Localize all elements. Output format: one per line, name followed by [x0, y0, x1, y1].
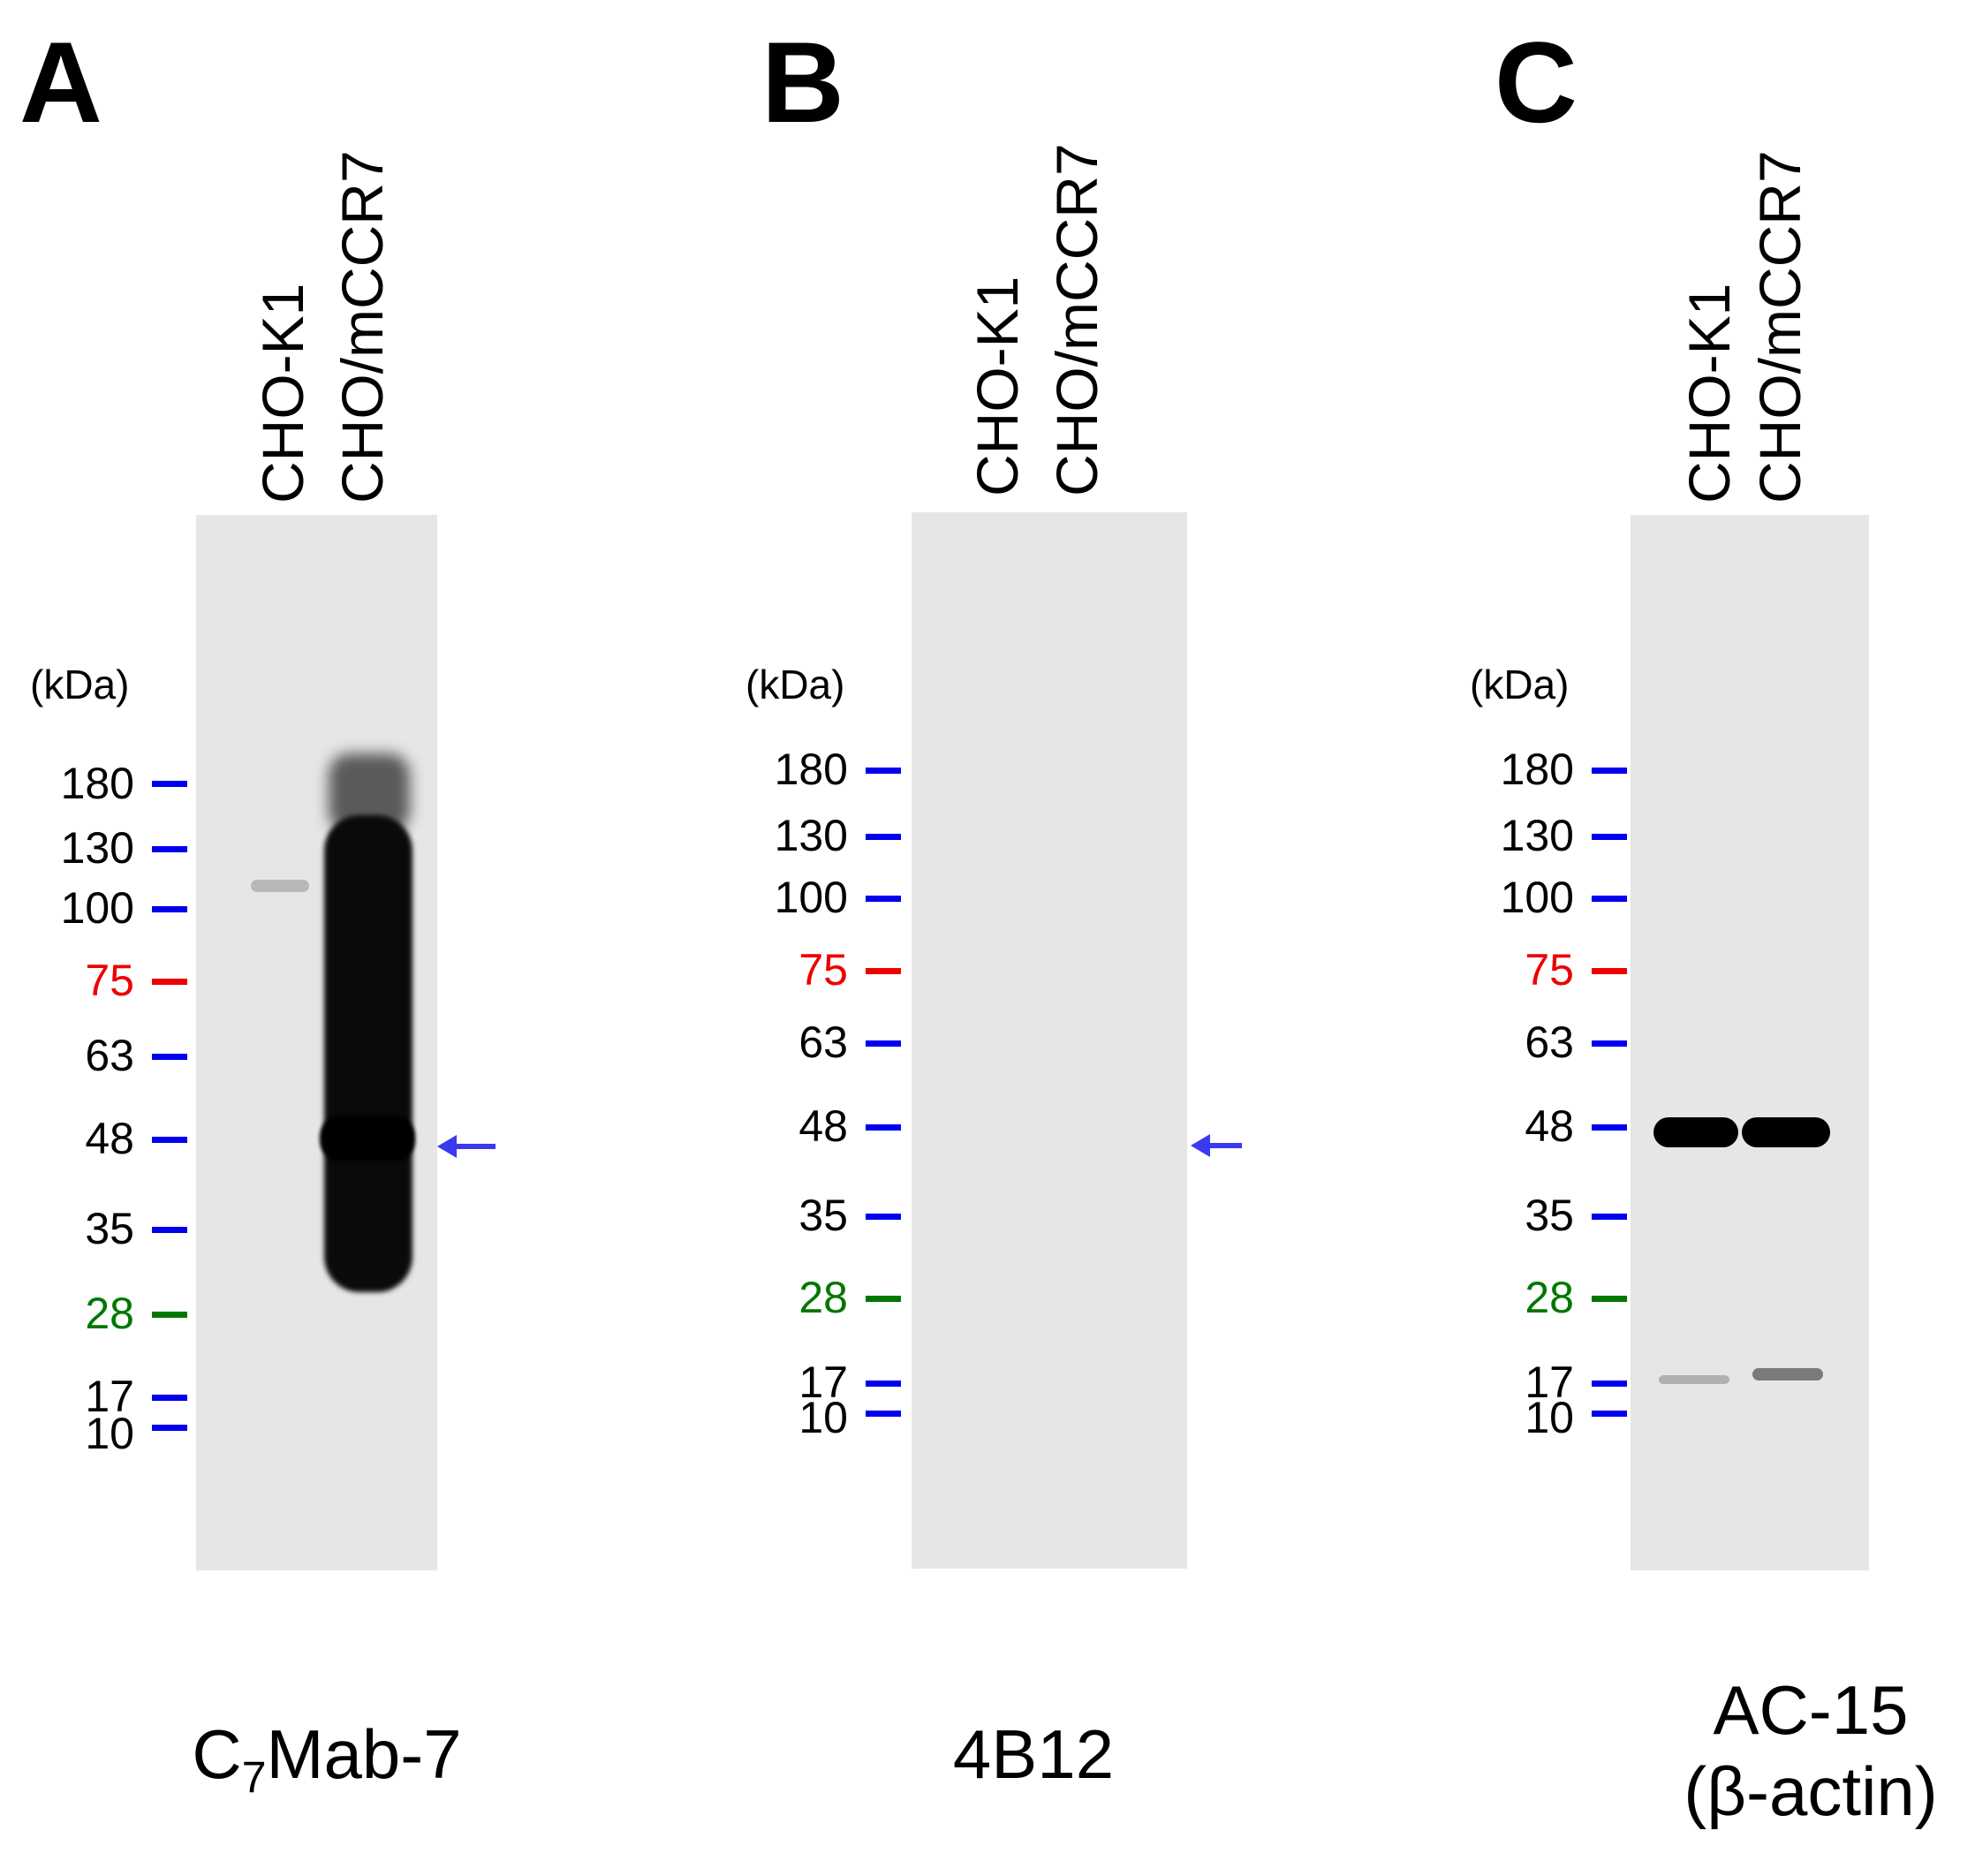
panel-c: C CHO-K1 CHO/mCCR7 (kDa) 180 130 100 75 …: [1431, 0, 1975, 1876]
kda-unit-label: (kDa): [745, 662, 845, 707]
marker-tick-28: [152, 1312, 187, 1318]
marker-label-75: 75: [1525, 945, 1574, 995]
marker-tick-75: [152, 979, 187, 985]
marker-tick-63: [152, 1054, 187, 1060]
lane-label-cho-mccr7: CHO/mCCR7: [1747, 150, 1812, 503]
marker-label-63: 63: [1525, 1017, 1574, 1067]
marker-label-35: 35: [798, 1191, 848, 1240]
arrow-left-icon: [1191, 1134, 1242, 1157]
marker-label-63: 63: [798, 1017, 848, 1067]
marker-tick-48: [866, 1124, 901, 1131]
marker-tick-63: [1592, 1040, 1627, 1047]
marker-label-180: 180: [1500, 745, 1574, 794]
marker-label-130: 130: [60, 823, 134, 873]
marker-label-10: 10: [1525, 1393, 1574, 1442]
marker-tick-100: [866, 896, 901, 902]
antibody-line-1: AC-15: [1713, 1671, 1909, 1749]
marker-tick-130: [866, 834, 901, 840]
blot-membrane: [1631, 515, 1869, 1570]
marker-label-48: 48: [798, 1101, 848, 1151]
antibody-label: C7Mab-7: [159, 1713, 495, 1804]
marker-label-180: 180: [60, 759, 134, 808]
marker-tick-63: [866, 1040, 901, 1047]
panel-letter: B: [761, 18, 844, 147]
marker-label-35: 35: [85, 1204, 134, 1253]
antibody-subscript: 7: [241, 1752, 267, 1803]
marker-tick-180: [1592, 768, 1627, 774]
blot-membrane: [196, 515, 437, 1570]
marker-label-75: 75: [798, 945, 848, 995]
marker-tick-75: [1592, 968, 1627, 974]
marker-tick-28: [1592, 1296, 1627, 1302]
marker-tick-100: [152, 906, 187, 912]
marker-label-28: 28: [798, 1273, 848, 1322]
marker-tick-10: [1592, 1411, 1627, 1417]
kda-unit-label: (kDa): [30, 662, 130, 707]
marker-tick-17: [1592, 1381, 1627, 1387]
marker-tick-130: [152, 846, 187, 852]
marker-label-100: 100: [60, 883, 134, 933]
marker-label-100: 100: [1500, 873, 1574, 922]
marker-label-100: 100: [774, 873, 848, 922]
marker-tick-35: [1592, 1214, 1627, 1220]
marker-label-63: 63: [85, 1031, 134, 1080]
lane-label-cho-mccr7: CHO/mCCR7: [1044, 143, 1109, 496]
blot-membrane: [912, 512, 1187, 1569]
marker-label-17: 17: [85, 1372, 134, 1421]
faint-band-cho-mccr7-low: [1752, 1368, 1823, 1381]
marker-tick-17: [866, 1381, 901, 1387]
arrow-left-icon: [437, 1135, 496, 1158]
marker-label-28: 28: [85, 1289, 134, 1338]
antibody-line-2: (β-actin): [1684, 1752, 1938, 1831]
lane-label-cho-k1: CHO-K1: [1676, 283, 1742, 503]
marker-label-180: 180: [774, 745, 848, 794]
main-band-cho-mccr7: [320, 1116, 415, 1161]
kda-unit-label: (kDa): [1470, 662, 1570, 707]
actin-band-cho-mccr7: [1742, 1117, 1830, 1147]
lane-label-cho-k1: CHO-K1: [250, 283, 315, 503]
marker-label-17: 17: [798, 1358, 848, 1407]
antibody-main: C: [192, 1715, 242, 1793]
marker-tick-35: [866, 1214, 901, 1220]
antibody-rest: Mab-7: [266, 1715, 462, 1793]
panel-letter: A: [19, 18, 102, 147]
marker-tick-28: [866, 1296, 901, 1302]
smear-band-cho-mccr7: [324, 815, 412, 1292]
lane-label-cho-mccr7: CHO/mCCR7: [329, 150, 395, 503]
lane-label-cho-k1: CHO-K1: [965, 276, 1030, 496]
marker-tick-48: [152, 1137, 187, 1143]
antibody-label: 4B12: [901, 1713, 1166, 1795]
marker-label-130: 130: [774, 811, 848, 860]
marker-label-10: 10: [798, 1393, 848, 1442]
marker-label-10: 10: [85, 1409, 134, 1458]
marker-label-17: 17: [1525, 1358, 1574, 1407]
panel-a: A CHO-K1 CHO/mCCR7 (kDa) 180 130 100 75 …: [0, 0, 654, 1876]
panel-b: B CHO-K1 CHO/mCCR7 (kDa) 180 130 100 75 …: [707, 0, 1290, 1876]
marker-tick-180: [866, 768, 901, 774]
marker-label-75: 75: [85, 956, 134, 1005]
marker-tick-130: [1592, 834, 1627, 840]
faint-band-cho-k1: [251, 880, 309, 892]
marker-tick-100: [1592, 896, 1627, 902]
marker-tick-10: [152, 1425, 187, 1431]
marker-label-130: 130: [1500, 811, 1574, 860]
marker-tick-75: [866, 968, 901, 974]
marker-tick-48: [1592, 1124, 1627, 1131]
marker-label-48: 48: [1525, 1101, 1574, 1151]
marker-tick-180: [152, 781, 187, 787]
antibody-label: AC-15 (β-actin): [1652, 1669, 1970, 1832]
marker-label-48: 48: [85, 1114, 134, 1163]
antibody-line-1: 4B12: [952, 1715, 1115, 1793]
marker-label-28: 28: [1525, 1273, 1574, 1322]
faint-band-cho-k1-low: [1659, 1375, 1729, 1384]
marker-tick-17: [152, 1395, 187, 1401]
actin-band-cho-k1: [1653, 1117, 1738, 1147]
marker-tick-35: [152, 1227, 187, 1233]
panel-letter: C: [1494, 18, 1578, 147]
marker-tick-10: [866, 1411, 901, 1417]
marker-label-35: 35: [1525, 1191, 1574, 1240]
